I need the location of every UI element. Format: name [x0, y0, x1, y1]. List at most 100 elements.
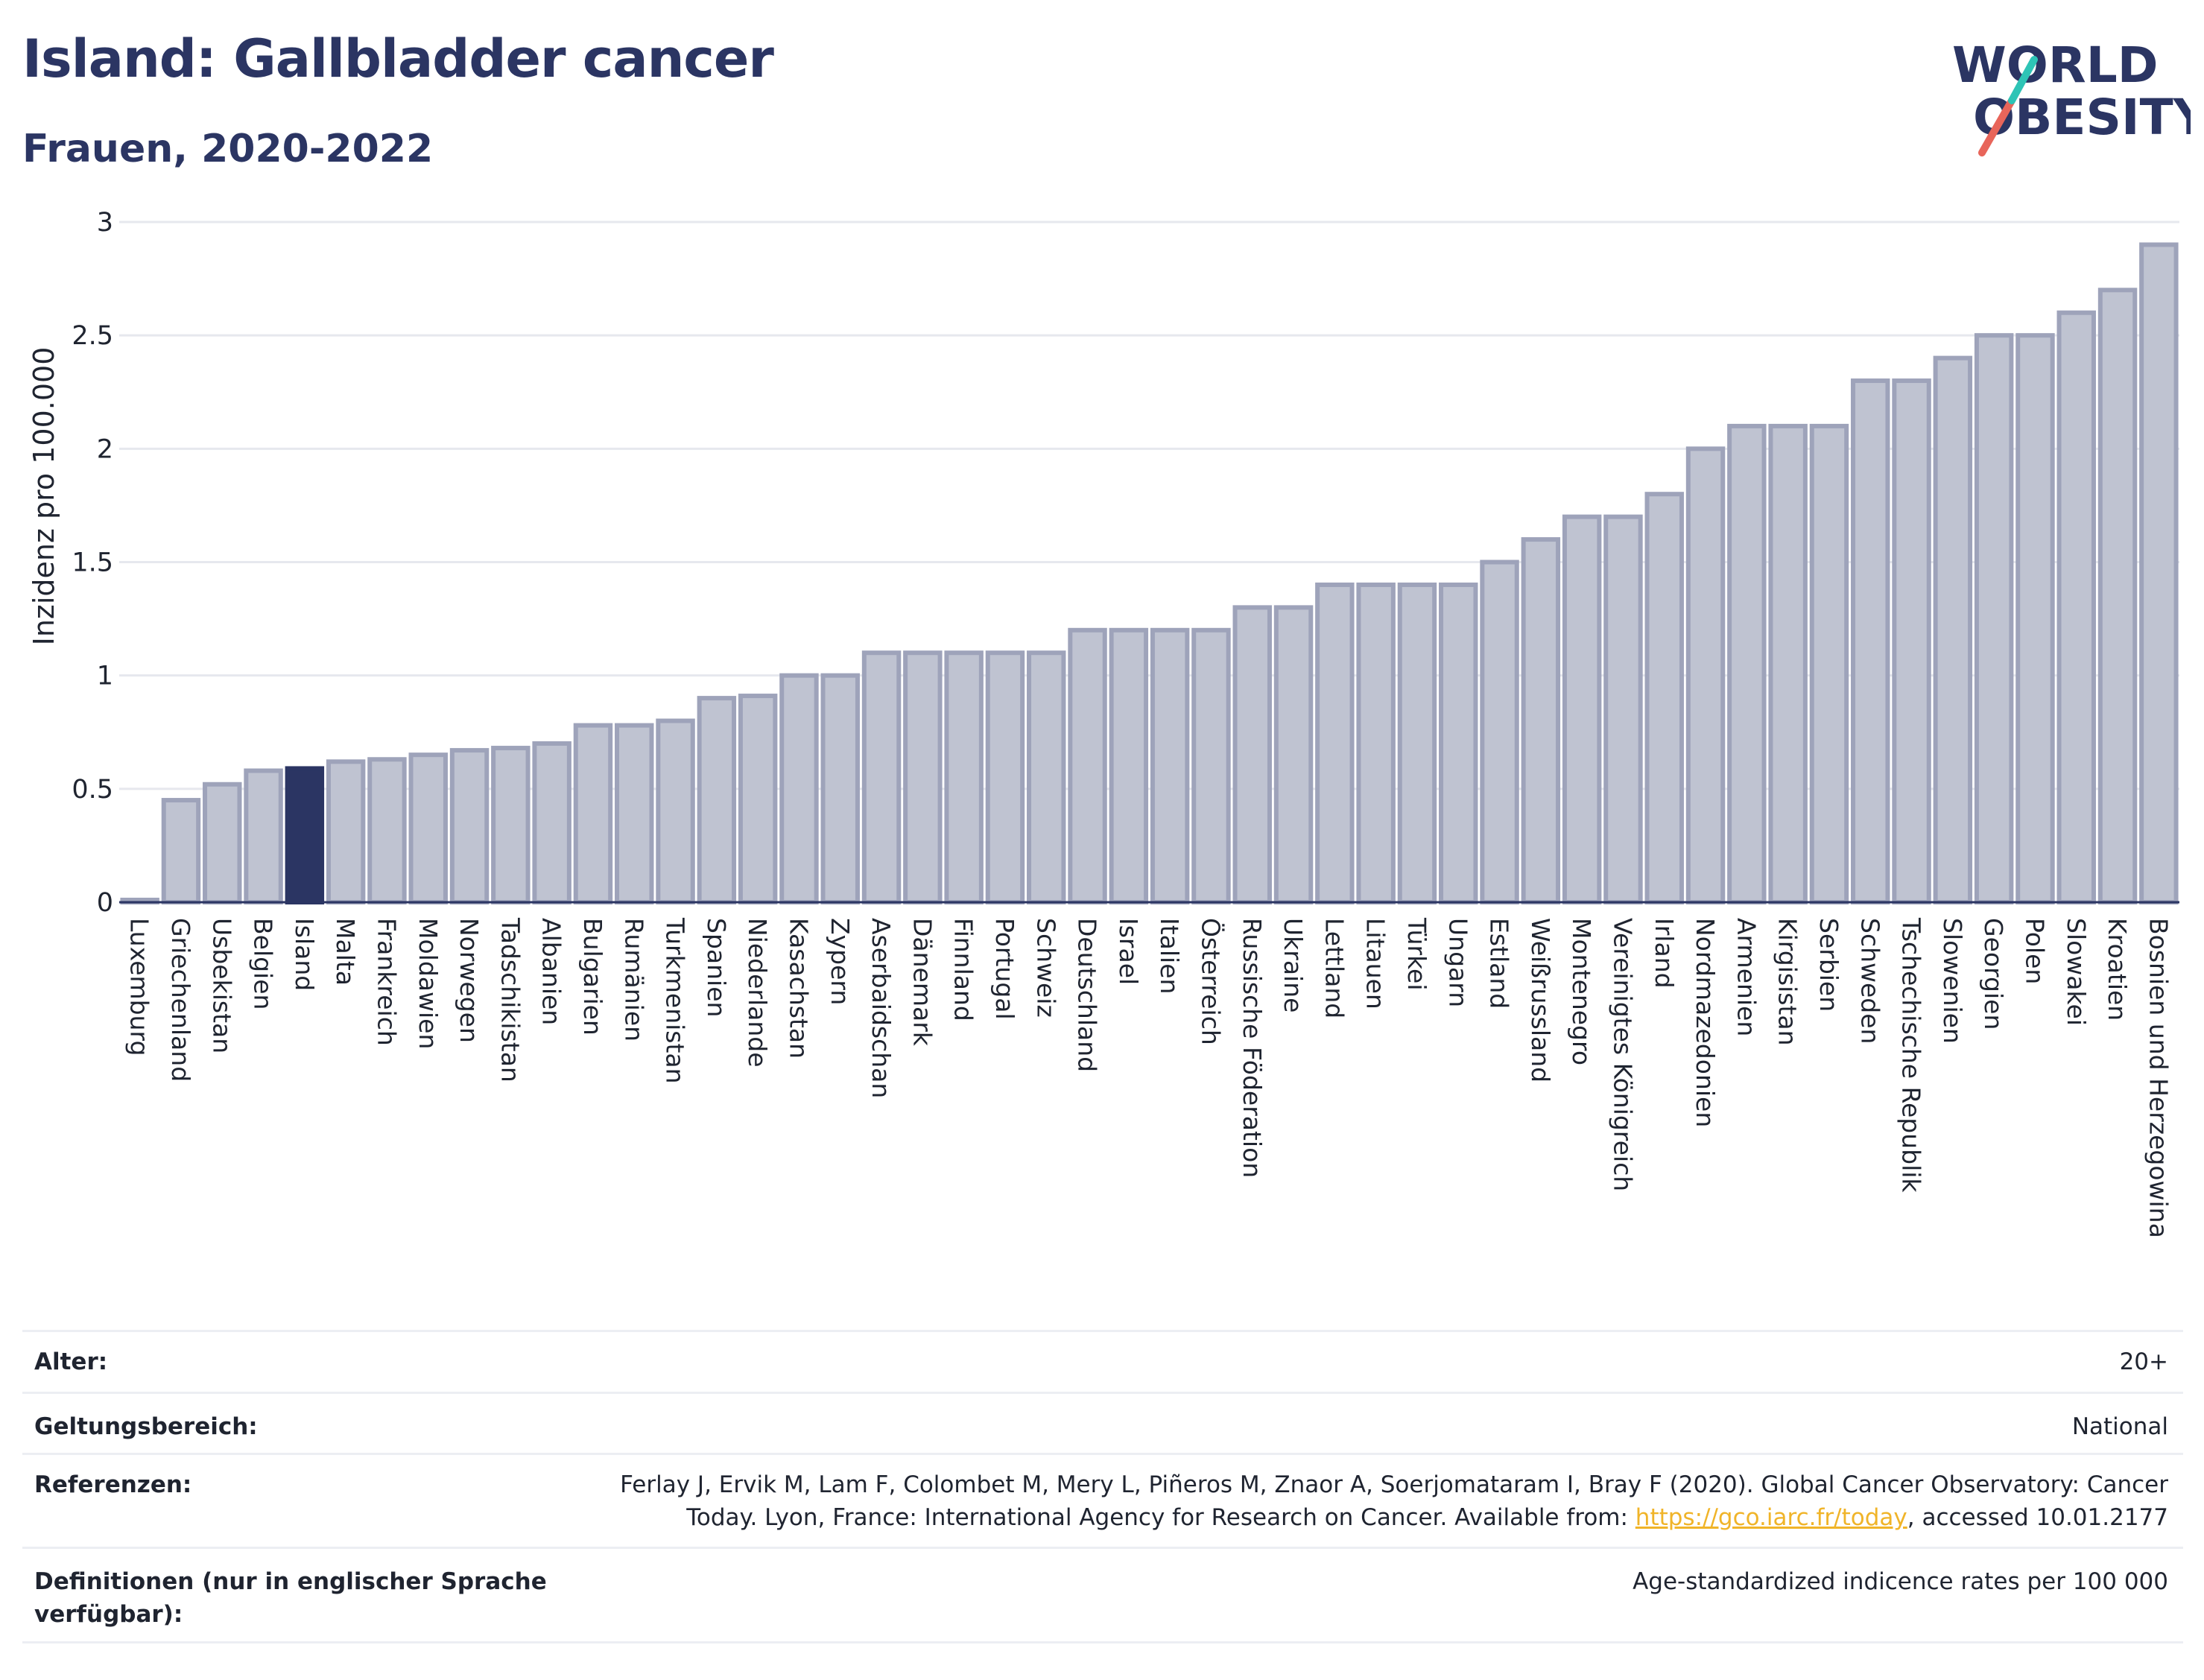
x-tick-label: Griechenland [166, 918, 195, 1082]
x-tick-label: Montenegro [1567, 918, 1596, 1065]
x-tick-label: Türkei [1402, 917, 1431, 991]
x-tick-label: Slowakei [2062, 918, 2091, 1026]
bar [944, 650, 984, 904]
bar-highlight [285, 766, 325, 905]
bar [820, 673, 860, 905]
bar [1768, 423, 1808, 904]
y-tick-label: 2.5 [72, 321, 113, 351]
y-axis-ticks: 0 0.5 1 1.5 2 2.5 3 [72, 208, 113, 918]
bar [779, 673, 819, 905]
x-tick-label: Ungarn [1443, 918, 1472, 1007]
x-tick-label: Kasachstan [784, 918, 813, 1059]
y-tick-label: 0.5 [72, 775, 113, 805]
bar [903, 650, 943, 904]
bar [985, 650, 1025, 904]
bar [1851, 378, 1890, 904]
x-tick-label: Kroatien [2103, 918, 2132, 1021]
bar [1933, 355, 1973, 905]
bar [1644, 492, 1684, 904]
references-value: Ferlay J, Ervik M, Lam F, Colombet M, Me… [380, 1468, 2168, 1534]
bar [1727, 423, 1767, 904]
bars [120, 242, 2179, 905]
meta-row-scope: Geltungsbereich: National [22, 1392, 2183, 1454]
x-tick-label: Usbekistan [207, 918, 236, 1053]
scope-label: Geltungsbereich: [34, 1413, 258, 1440]
x-tick-label: Luxemburg [125, 918, 154, 1056]
bar [861, 650, 902, 904]
bar [244, 768, 283, 905]
x-axis-labels: Luxemburg Griechenland Usbekistan Belgien Is… [125, 917, 2173, 1238]
bar [2056, 310, 2096, 904]
x-tick-label: Serbien [1814, 918, 1843, 1012]
x-tick-label: Polen [2020, 918, 2049, 984]
x-tick-label: Spanien [702, 918, 731, 1017]
x-tick-label: Vereinigtes Königreich [1608, 918, 1637, 1191]
x-tick-label: Zypern [826, 918, 855, 1005]
bar [1809, 423, 1849, 904]
bar [1150, 627, 1190, 904]
x-tick-label: Tschechische Republik [1897, 917, 1926, 1193]
x-tick-label: Georgien [1979, 918, 2008, 1030]
meta-row-references: Referenzen: Ferlay J, Ervik M, Lam F, Co… [22, 1453, 2183, 1547]
x-tick-label: Russische Föderation [1238, 918, 1267, 1178]
x-tick-label: Island [290, 918, 319, 991]
references-link[interactable]: https://gco.iarc.fr/today [1635, 1504, 1907, 1531]
y-axis-title: Inzidenz pro 100.000 [28, 347, 60, 646]
x-tick-label: Schweiz [1031, 918, 1060, 1018]
bar [1027, 650, 1066, 904]
bar [408, 752, 448, 905]
bar [161, 798, 201, 905]
x-tick-label: Dänemark [908, 918, 937, 1047]
bar [326, 759, 366, 905]
x-tick-label: Tadschikistan [495, 917, 525, 1083]
bar [1068, 627, 1107, 904]
x-tick-label: Bulgarien [578, 918, 607, 1036]
bar [449, 748, 490, 905]
bar [697, 696, 737, 904]
definitions-label: Definitionen (nur in englischer Sprache … [34, 1565, 547, 1631]
x-tick-label: Litauen [1361, 918, 1390, 1009]
x-tick-label: Weißrussland [1526, 918, 1555, 1083]
bar [1273, 605, 1314, 904]
x-tick-label: Frankreich [372, 918, 401, 1046]
x-tick-label: Slowenien [1938, 918, 1967, 1044]
y-tick-label: 1 [97, 662, 113, 691]
x-tick-label: Niederlande [743, 918, 772, 1068]
x-tick-label: Schweden [1855, 918, 1884, 1044]
bar [1232, 605, 1272, 904]
x-tick-label: Albanien [537, 918, 566, 1025]
x-tick-label: Portugal [990, 918, 1019, 1020]
x-tick-label: Armenien [1732, 918, 1761, 1036]
x-tick-label: Aserbaidschan [867, 918, 896, 1098]
logo-line1: WORLD [1952, 37, 2159, 94]
definitions-label-line2: verfügbar): [34, 1601, 183, 1628]
x-tick-label: Italien [1155, 918, 1184, 994]
bar [1892, 378, 1931, 904]
x-tick-label: Estland [1485, 918, 1514, 1009]
bar [1356, 582, 1396, 905]
x-tick-label: Israel [1114, 918, 1143, 985]
x-tick-label: Norwegen [455, 918, 484, 1043]
x-tick-label: Lettland [1320, 918, 1349, 1018]
bar [2139, 242, 2179, 904]
bar [1315, 582, 1355, 905]
y-tick-label: 0 [97, 888, 113, 918]
x-tick-label: Turkmenistan [661, 917, 690, 1084]
bar [1480, 560, 1519, 904]
references-label: Referenzen: [34, 1471, 192, 1498]
meta-row-definitions: Definitionen (nur in englischer Sprache … [22, 1547, 2183, 1643]
bar [203, 782, 242, 905]
bar [1603, 514, 1643, 904]
references-line2: Today. Lyon, France: International Agenc… [380, 1501, 2168, 1534]
bar [532, 741, 571, 905]
y-tick-label: 1.5 [72, 548, 113, 578]
x-tick-label: Rumänien [619, 918, 648, 1042]
logo-slash-teal [2008, 56, 2038, 104]
bar [2097, 288, 2138, 904]
x-tick-label: Nordmazedonien [1691, 918, 1720, 1127]
bar [367, 757, 407, 905]
x-tick-label: Bosnien und Herzegowina [2144, 918, 2173, 1238]
x-tick-label: Kirgisistan [1773, 918, 1802, 1046]
alter-value: 20+ [2119, 1348, 2168, 1375]
bar [491, 746, 531, 905]
